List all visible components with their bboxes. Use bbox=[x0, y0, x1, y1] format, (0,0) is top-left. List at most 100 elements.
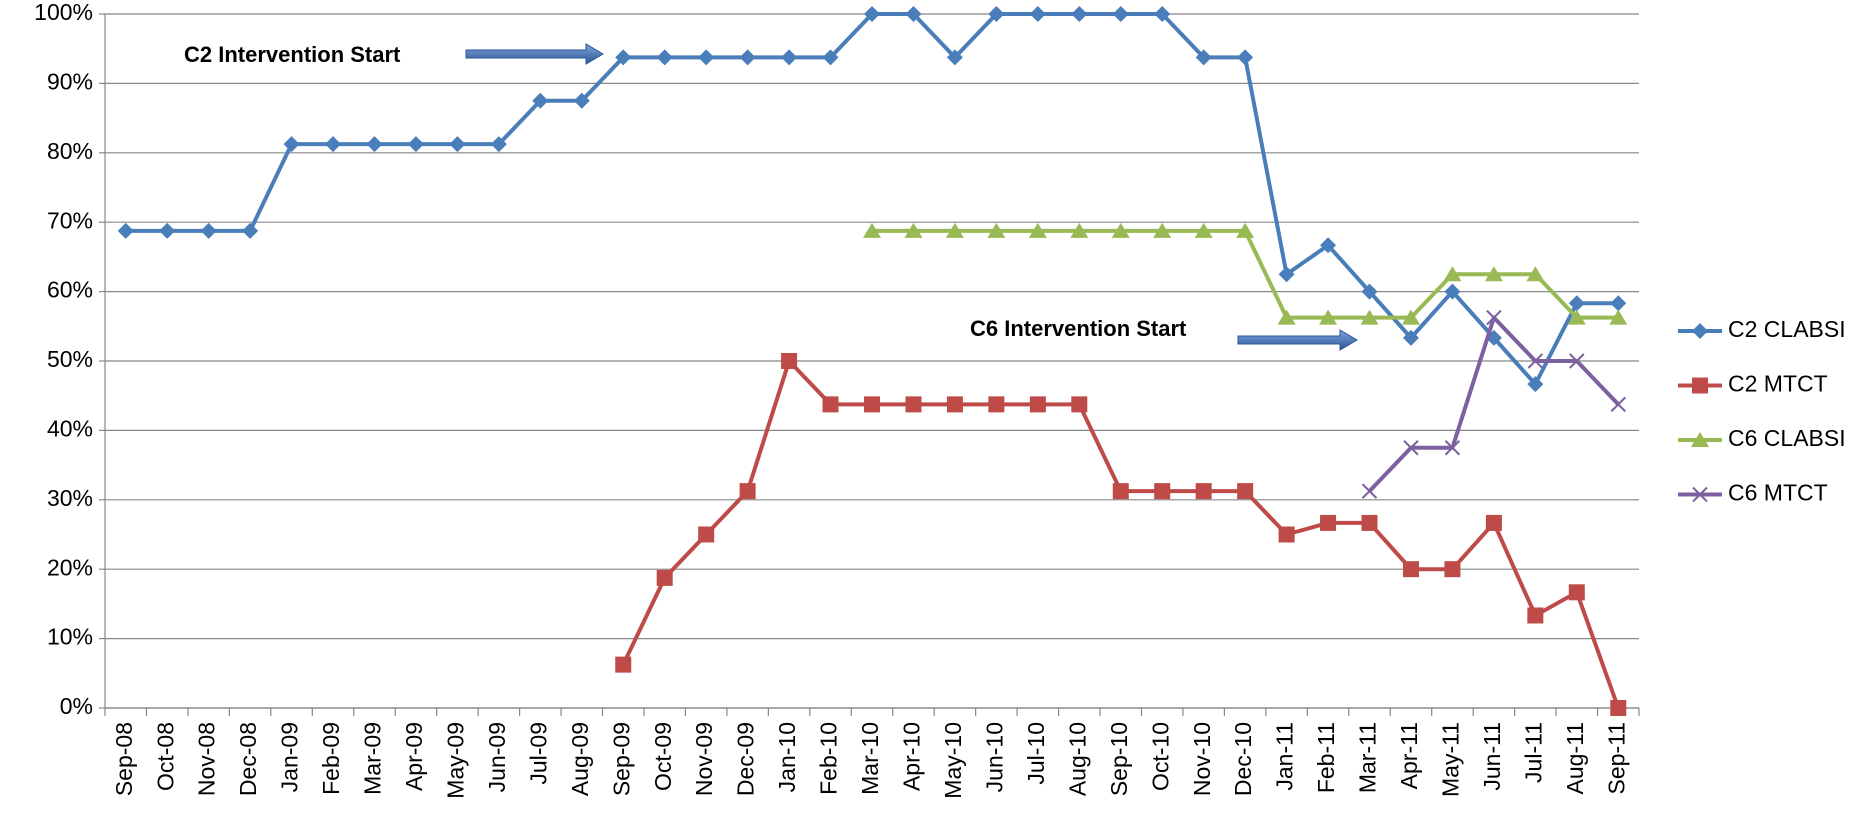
x-tick-label: Aug-10 bbox=[1064, 722, 1090, 796]
x-tick-label: Aug-11 bbox=[1562, 722, 1588, 794]
marker bbox=[1112, 6, 1129, 22]
marker bbox=[863, 222, 881, 238]
marker bbox=[1484, 266, 1503, 282]
y-tick-label: 60% bbox=[47, 277, 93, 303]
x-tick-label: Dec-08 bbox=[235, 722, 261, 796]
marker bbox=[1111, 222, 1130, 238]
marker bbox=[1527, 607, 1544, 624]
marker bbox=[490, 136, 507, 153]
marker bbox=[1610, 396, 1626, 413]
legend-label: C6 CLABSI bbox=[1728, 425, 1846, 451]
y-tick-label: 10% bbox=[47, 624, 93, 650]
x-tick-label: Sep-09 bbox=[608, 722, 634, 796]
marker bbox=[1237, 49, 1254, 66]
annotation: C2 Intervention Start bbox=[184, 42, 401, 67]
marker bbox=[1319, 309, 1338, 325]
x-tick-label: Feb-10 bbox=[816, 722, 842, 795]
x-tick-label: Apr-11 bbox=[1396, 722, 1422, 789]
marker bbox=[117, 222, 134, 239]
marker bbox=[781, 353, 798, 369]
x-tick-label: Aug-09 bbox=[567, 722, 593, 796]
marker bbox=[615, 49, 632, 66]
marker bbox=[864, 396, 880, 413]
marker bbox=[1320, 514, 1337, 531]
marker bbox=[1402, 561, 1419, 578]
marker bbox=[1401, 309, 1420, 325]
marker bbox=[159, 222, 176, 239]
marker bbox=[988, 6, 1005, 22]
marker bbox=[1361, 514, 1378, 531]
marker bbox=[366, 136, 383, 153]
arrow bbox=[465, 43, 604, 65]
marker bbox=[1403, 440, 1419, 456]
line bbox=[621, 359, 1621, 709]
x-tick-label: Jun-11 bbox=[1479, 722, 1505, 791]
marker bbox=[946, 396, 963, 413]
marker bbox=[325, 136, 342, 153]
x-tick-label: Mar-11 bbox=[1355, 722, 1381, 793]
marker bbox=[1486, 309, 1502, 326]
marker bbox=[739, 49, 756, 66]
y-tick-label: 0% bbox=[60, 693, 93, 719]
marker bbox=[1029, 396, 1046, 413]
y-tick-label: 100% bbox=[34, 0, 93, 25]
marker bbox=[698, 49, 715, 66]
x-tick-label: May-09 bbox=[442, 722, 468, 799]
x-tick-label: Jul-10 bbox=[1023, 722, 1049, 785]
marker bbox=[1569, 353, 1585, 369]
x-tick-label: Dec-10 bbox=[1230, 722, 1256, 796]
marker bbox=[904, 222, 923, 238]
marker bbox=[1278, 526, 1295, 543]
marker bbox=[1485, 514, 1502, 531]
x-tick-label: Oct-10 bbox=[1147, 722, 1173, 791]
marker bbox=[1567, 309, 1586, 325]
x-tick-label: Sep-10 bbox=[1106, 722, 1132, 796]
x-tick-label: Mar-10 bbox=[857, 722, 883, 795]
y-tick-label: 40% bbox=[47, 415, 93, 441]
marker bbox=[781, 49, 798, 66]
marker bbox=[988, 396, 1005, 413]
y-tick-label: 50% bbox=[47, 346, 93, 372]
legend-marker bbox=[1692, 323, 1708, 339]
marker bbox=[1444, 440, 1461, 456]
marker bbox=[407, 136, 424, 153]
marker bbox=[449, 136, 466, 153]
x-tick-label: Jan-11 bbox=[1272, 722, 1298, 791]
marker bbox=[615, 656, 632, 673]
marker bbox=[739, 483, 756, 500]
x-tick-label: Nov-09 bbox=[691, 722, 717, 796]
legend-marker bbox=[1692, 377, 1708, 394]
x-tick-label: Jan-09 bbox=[277, 722, 303, 792]
marker bbox=[573, 92, 590, 109]
line bbox=[872, 228, 1619, 320]
marker bbox=[1361, 283, 1378, 300]
marker bbox=[656, 569, 673, 586]
marker bbox=[1237, 483, 1254, 500]
marker bbox=[987, 222, 1006, 238]
x-tick-label: Sep-11 bbox=[1603, 722, 1629, 794]
x-tick-label: Nov-08 bbox=[194, 722, 220, 796]
marker bbox=[1070, 222, 1089, 238]
x-tick-label: May-10 bbox=[940, 722, 966, 799]
x-tick-label: Feb-11 bbox=[1313, 722, 1339, 793]
marker bbox=[822, 49, 839, 66]
x-tick-label: Jul-11 bbox=[1520, 722, 1546, 783]
marker bbox=[1071, 396, 1088, 413]
x-tick-label: Nov-10 bbox=[1189, 722, 1215, 796]
marker bbox=[1153, 222, 1172, 238]
marker bbox=[242, 222, 259, 239]
legend-marker bbox=[1692, 486, 1708, 503]
marker bbox=[1194, 222, 1213, 238]
x-tick-label: Mar-09 bbox=[360, 722, 386, 795]
marker bbox=[1236, 222, 1255, 238]
marker bbox=[1444, 561, 1461, 578]
marker bbox=[1443, 266, 1462, 282]
y-tick-label: 90% bbox=[47, 68, 93, 94]
y-tick-label: 20% bbox=[47, 554, 93, 580]
line bbox=[125, 12, 1619, 387]
marker bbox=[1527, 376, 1544, 393]
marker bbox=[698, 526, 715, 543]
marker bbox=[1609, 309, 1628, 325]
x-tick-label: Sep-08 bbox=[111, 722, 137, 796]
